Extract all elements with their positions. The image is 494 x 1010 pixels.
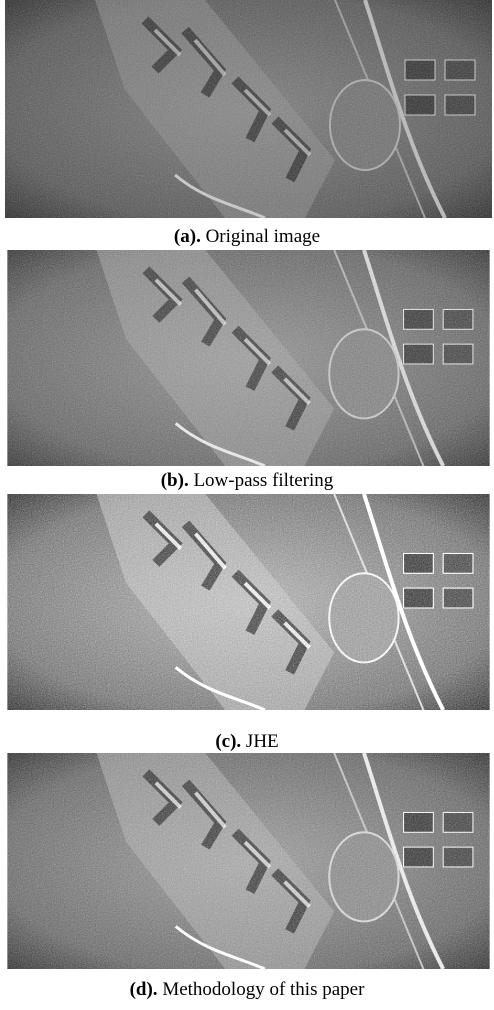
image-proposed	[5, 753, 492, 969]
caption: (d). Methodology of this paper	[0, 979, 494, 1001]
caption-label: (c).	[215, 731, 241, 752]
caption-label: (d).	[130, 979, 158, 1000]
image-low-pass	[5, 250, 492, 466]
caption-label: (b).	[161, 470, 189, 491]
caption-text: JHE	[246, 731, 279, 752]
caption: (a). Original image	[0, 226, 494, 248]
page: (a). Original image (b). Low-pass filter…	[0, 0, 494, 1010]
caption-text: Methodology of this paper	[162, 979, 364, 1000]
caption-text: Original image	[206, 226, 321, 247]
image-jhe	[5, 494, 492, 710]
caption-label: (a).	[174, 226, 201, 247]
caption: (c). JHE	[0, 731, 494, 753]
caption-text: Low-pass filtering	[193, 470, 333, 491]
image-original	[5, 0, 492, 218]
caption: (b). Low-pass filtering	[0, 470, 494, 492]
